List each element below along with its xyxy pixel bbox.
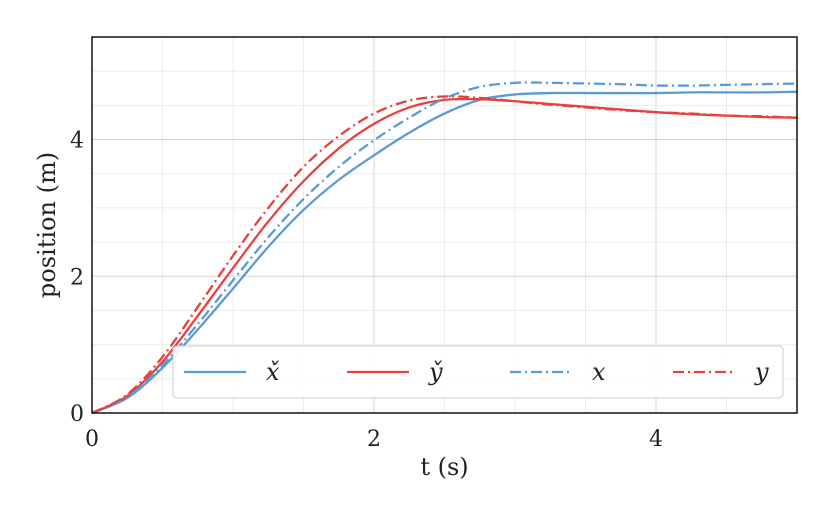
legend-label: y xyxy=(754,358,769,386)
series-line-1 xyxy=(91,90,798,415)
y-tick-label: 4 xyxy=(70,129,84,154)
y-axis-label: position (m) xyxy=(33,152,61,298)
series-line-3 xyxy=(91,81,798,415)
legend: x̌ y̌ x y xyxy=(172,345,784,399)
x-tick-label: 4 xyxy=(649,427,663,452)
legend-box xyxy=(172,345,784,399)
legend-label: y̌ xyxy=(428,358,443,386)
series-line-4 xyxy=(91,95,798,415)
tick-labels: 0 2 4 0 2 4 xyxy=(70,129,663,452)
series-line-2 xyxy=(91,97,798,415)
plot-frame xyxy=(91,36,798,414)
legend-label: x xyxy=(592,358,606,386)
x-tick-label: 2 xyxy=(367,427,381,452)
series-lines xyxy=(91,81,798,415)
x-axis-label: t (s) xyxy=(420,453,468,481)
y-tick-label: 0 xyxy=(70,402,84,427)
legend-label: x̌ xyxy=(266,358,280,386)
y-tick-label: 2 xyxy=(70,265,84,290)
x-tick-label: 0 xyxy=(85,427,99,452)
